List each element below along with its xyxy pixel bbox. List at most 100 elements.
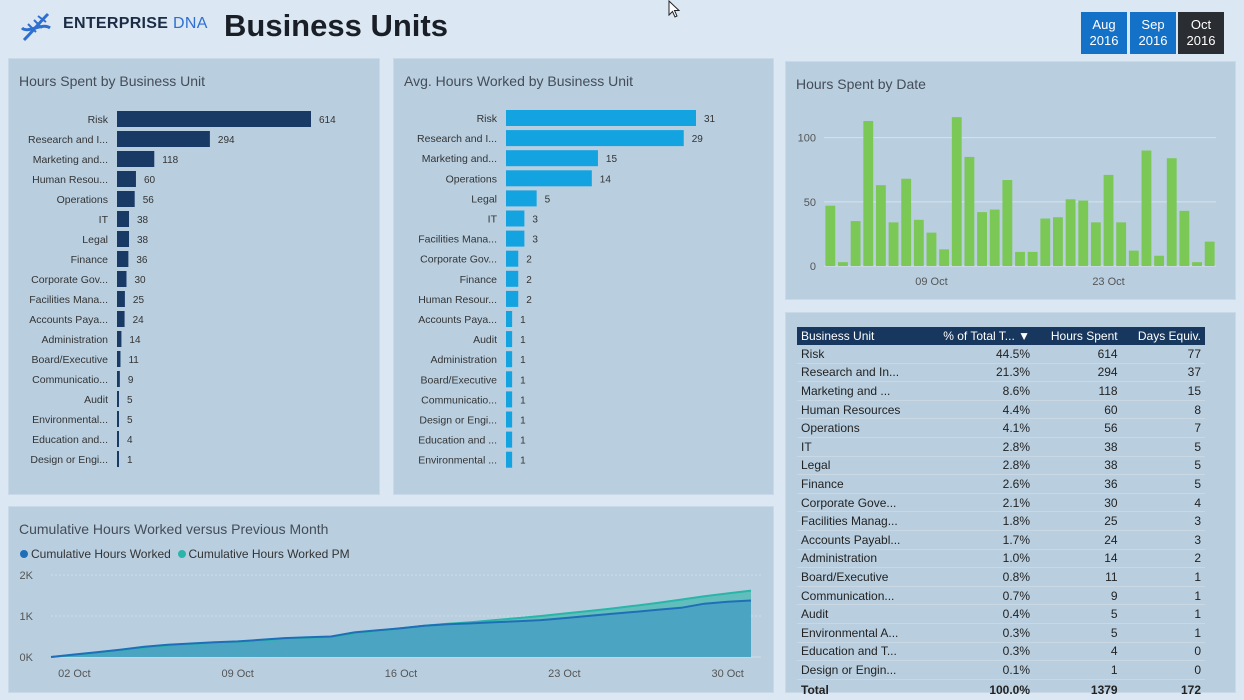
bar[interactable] (506, 351, 513, 368)
table-row[interactable]: Facilities Manag... 1.8% 25 3 (797, 511, 1205, 531)
table-row[interactable]: IT 2.8% 38 5 (797, 437, 1205, 457)
table-row[interactable]: Education and T... 0.3% 4 0 (797, 642, 1205, 662)
bar[interactable] (117, 371, 120, 387)
date-slicer-sep-2016[interactable]: Sep 2016 (1130, 12, 1176, 54)
col-days-equiv[interactable]: Days Equiv. (1121, 327, 1205, 345)
bar[interactable] (506, 110, 696, 126)
line-series-current[interactable] (50, 599, 752, 658)
col-percent-total[interactable]: % of Total T... ▼ (922, 327, 1035, 345)
col-hours-spent[interactable]: Hours Spent (1034, 327, 1122, 345)
bar[interactable] (1128, 250, 1139, 266)
bar[interactable] (926, 232, 937, 266)
bar[interactable] (1141, 150, 1152, 267)
table-row[interactable]: Accounts Payabl... 1.7% 24 3 (797, 530, 1205, 550)
bar[interactable] (117, 191, 135, 207)
bar[interactable] (964, 156, 975, 266)
bar[interactable] (1204, 241, 1215, 266)
bar[interactable] (1015, 251, 1025, 266)
bar[interactable] (117, 131, 210, 147)
bar[interactable] (117, 171, 136, 187)
legend-item[interactable]: Cumulative Hours Worked (31, 547, 171, 561)
bar[interactable] (117, 151, 155, 167)
bar[interactable] (117, 391, 119, 407)
bar[interactable] (951, 117, 962, 266)
bar[interactable] (1078, 200, 1089, 266)
bar[interactable] (850, 221, 861, 266)
bar[interactable] (117, 211, 130, 227)
table-row[interactable]: Board/Executive 0.8% 11 1 (797, 567, 1205, 587)
bar[interactable] (506, 451, 513, 468)
bar[interactable] (825, 205, 836, 266)
bar[interactable] (117, 291, 125, 307)
bar[interactable] (506, 150, 598, 167)
bar[interactable] (1154, 255, 1165, 266)
cumulative-area-chart[interactable]: 0K 1K 2K 02 Oct 09 Oct 16 Oct 23 Oct 30 Oct (9, 507, 775, 694)
table-row[interactable]: Legal 2.8% 38 5 (797, 456, 1205, 476)
table-total-row[interactable]: Total 100.0% 1379 172 (797, 679, 1205, 700)
col-business-unit[interactable]: Business Unit (797, 327, 923, 345)
bar[interactable] (913, 219, 924, 266)
table-row[interactable]: Operations 4.1% 56 7 (797, 418, 1205, 438)
bar[interactable] (888, 222, 899, 266)
table-row[interactable]: Communication... 0.7% 9 1 (797, 586, 1205, 606)
bar[interactable] (506, 431, 513, 448)
bar[interactable] (117, 451, 119, 467)
bar[interactable] (1166, 158, 1177, 266)
date-slicer-oct-2016[interactable]: Oct 2016 (1178, 12, 1224, 54)
table-row[interactable]: Environmental A... 0.3% 5 1 (797, 623, 1205, 643)
bar[interactable] (506, 371, 513, 388)
bar[interactable] (1053, 217, 1063, 266)
table-row[interactable]: Finance 2.6% 36 5 (797, 474, 1205, 494)
bar[interactable] (901, 178, 912, 266)
table-row[interactable]: Human Resources 4.4% 60 8 (797, 400, 1205, 420)
bar[interactable] (506, 170, 592, 187)
date-slicer-aug-2016[interactable]: Aug 2016 (1081, 12, 1127, 54)
bar[interactable] (117, 411, 119, 427)
bar[interactable] (117, 271, 127, 287)
bar[interactable] (989, 209, 1000, 266)
hours-by-date-column-chart[interactable]: 0 50 100 09 Oct 23 Oct (786, 62, 1237, 301)
bar[interactable] (117, 251, 129, 267)
bar[interactable] (1040, 218, 1051, 266)
bar[interactable] (506, 391, 513, 408)
table-row[interactable]: Research and In... 21.3% 294 37 (797, 363, 1205, 383)
bar[interactable] (506, 411, 513, 428)
bar[interactable] (117, 231, 130, 247)
bar[interactable] (506, 290, 519, 307)
bar[interactable] (506, 210, 525, 227)
bar[interactable] (117, 111, 311, 127)
bar[interactable] (1027, 251, 1038, 266)
bar[interactable] (1192, 262, 1202, 266)
table-row[interactable]: Risk 44.5% 614 77 (797, 345, 1205, 364)
legend-item[interactable]: Cumulative Hours Worked PM (188, 547, 350, 561)
table-row[interactable]: Audit 0.4% 5 1 (797, 604, 1205, 624)
table-row[interactable]: Administration 1.0% 14 2 (797, 549, 1205, 569)
bar[interactable] (117, 331, 122, 347)
bar[interactable] (1002, 180, 1013, 266)
bar[interactable] (506, 230, 525, 247)
bar[interactable] (977, 212, 987, 266)
bar[interactable] (506, 130, 684, 147)
bar[interactable] (117, 351, 121, 367)
bar[interactable] (506, 250, 519, 267)
bar[interactable] (1090, 222, 1101, 266)
bar[interactable] (863, 120, 874, 266)
bar[interactable] (1116, 222, 1127, 266)
bar[interactable] (1065, 199, 1076, 266)
bar[interactable] (875, 185, 886, 266)
bar[interactable] (506, 331, 513, 348)
bar[interactable] (838, 262, 848, 266)
bar[interactable] (506, 311, 513, 327)
bar[interactable] (117, 311, 125, 327)
bar[interactable] (506, 270, 519, 287)
table-row[interactable]: Design or Engin... 0.1% 1 0 (797, 660, 1205, 680)
bar[interactable] (1103, 174, 1114, 266)
bar[interactable] (117, 431, 119, 447)
bar[interactable] (1179, 210, 1190, 266)
bar[interactable] (939, 249, 950, 266)
hours-spent-bar-chart[interactable]: Risk 614 Research and I... 294 Marketing and… (9, 59, 381, 496)
table-row[interactable]: Corporate Gove... 2.1% 30 4 (797, 493, 1205, 513)
bar[interactable] (506, 190, 537, 207)
table-row[interactable]: Marketing and ... 8.6% 118 15 (797, 381, 1205, 401)
